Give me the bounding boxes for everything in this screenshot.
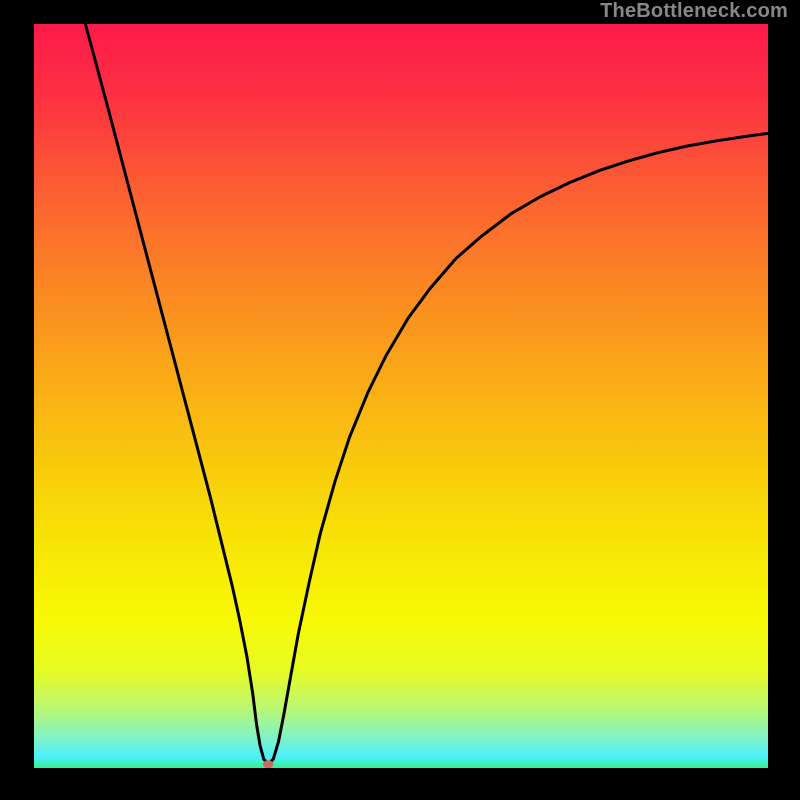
bottleneck-curve-plot [34, 24, 768, 768]
chart-container: TheBottleneck.com [0, 0, 800, 800]
heat-gradient-background [34, 24, 768, 768]
optimal-point-marker [263, 760, 273, 768]
attribution-label: TheBottleneck.com [600, 0, 788, 23]
